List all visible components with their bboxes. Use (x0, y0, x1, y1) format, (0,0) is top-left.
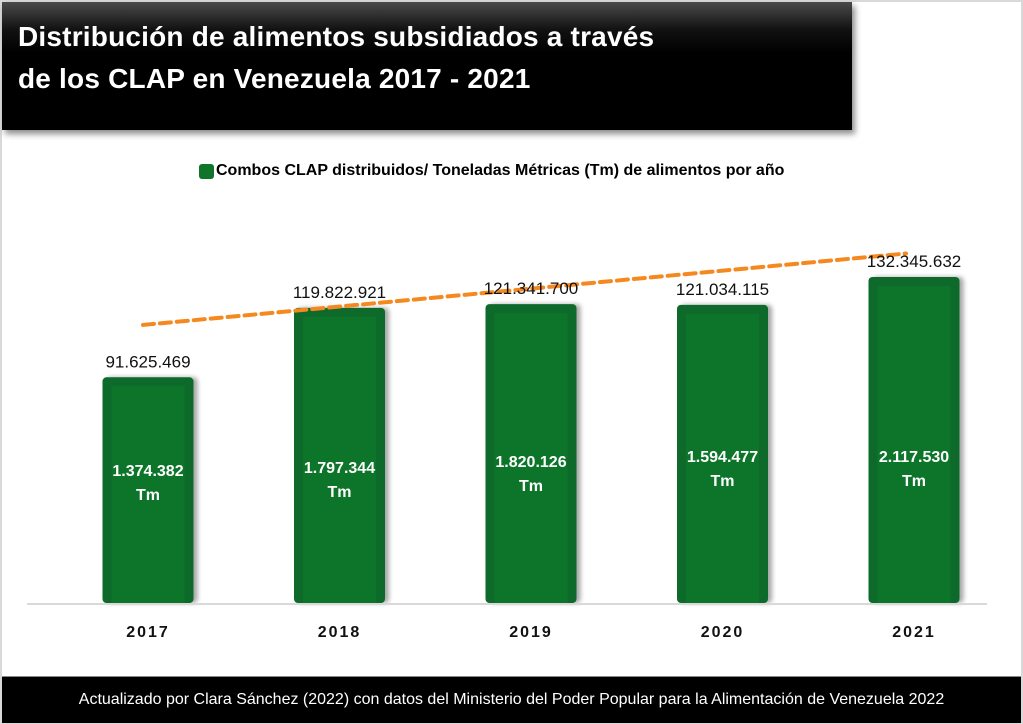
tonnes-unit-2017: Tm (136, 487, 160, 504)
bar-2018 (294, 307, 385, 603)
chart-title-line-2: de los CLAP en Venezuela 2017 - 2021 (18, 63, 531, 94)
tonnes-unit-2018: Tm (328, 484, 352, 501)
tonnes-unit-2021: Tm (902, 473, 926, 490)
trendline (141, 251, 908, 327)
source-note: Actualizado por Clara Sánchez (2022) con… (78, 691, 945, 708)
combos-label-2021: 132.345.632 (867, 252, 962, 271)
combos-label-2017: 91.625.469 (105, 352, 190, 371)
tonnes-unit-2020: Tm (711, 473, 735, 490)
tonnes-unit-2019: Tm (519, 478, 543, 495)
tonnes-label-2020: 1.594.477 (687, 449, 758, 466)
legend-swatch-icon (199, 163, 214, 179)
bars-layer (102, 277, 960, 603)
x-tick-2021: 2021 (892, 624, 936, 641)
footer-source: Actualizado por Clara Sánchez (2022) con… (2, 676, 1021, 723)
legend: Combos CLAP distribuidos/ Toneladas Métr… (199, 156, 784, 186)
combos-label-2019: 121.341.700 (484, 279, 579, 298)
x-tick-2018: 2018 (318, 624, 362, 641)
x-tick-2020: 2020 (701, 624, 745, 641)
bar-2018-inner (303, 316, 376, 603)
combos-label-2018: 119.822.921 (293, 283, 386, 302)
chart-title: Distribución de alimentos subsidiados a … (18, 16, 838, 100)
tonnes-label-2017: 1.374.382 (112, 463, 183, 480)
tonnes-label-2021: 2.117.530 (879, 449, 949, 466)
combos-label-2020: 121.034.115 (676, 280, 769, 299)
bar-2020-inner (686, 313, 759, 603)
x-tick-2017: 2017 (126, 624, 170, 641)
legend-label: Combos CLAP distribuidos/ Toneladas Métr… (216, 162, 785, 179)
bar-2020 (677, 304, 768, 603)
bar-2019 (485, 304, 577, 603)
bar-2017 (102, 377, 194, 603)
labels-layer: 91.625.469 1.374.382 Tm 2017 119.822.921 1.79… (105, 252, 961, 641)
bar-2021 (868, 277, 960, 603)
trendline-layer (141, 251, 908, 327)
x-tick-2019: 2019 (509, 624, 553, 641)
bar-2019-inner (494, 313, 568, 603)
tonnes-label-2019: 1.820.126 (495, 454, 566, 471)
bar-2021-inner (877, 286, 951, 603)
tonnes-label-2018: 1.797.344 (304, 460, 375, 477)
title-banner: Distribución de alimentos subsidiados a … (2, 2, 852, 130)
chart-title-line-1: Distribución de alimentos subsidiados a … (18, 21, 655, 52)
bar-2017-inner (111, 386, 185, 603)
